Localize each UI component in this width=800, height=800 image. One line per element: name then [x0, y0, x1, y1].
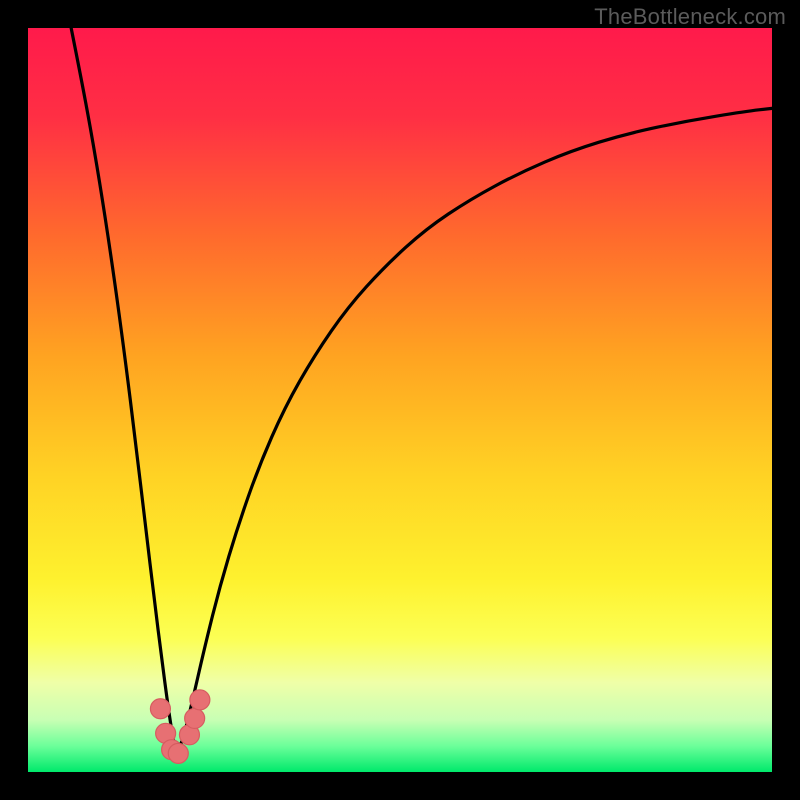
data-marker — [168, 743, 188, 763]
data-marker — [190, 690, 210, 710]
data-marker — [150, 699, 170, 719]
chart-frame: TheBottleneck.com — [0, 0, 800, 800]
data-marker — [185, 708, 205, 728]
plot-background — [28, 28, 772, 772]
bottleneck-chart — [0, 0, 800, 800]
watermark-text: TheBottleneck.com — [594, 4, 786, 30]
